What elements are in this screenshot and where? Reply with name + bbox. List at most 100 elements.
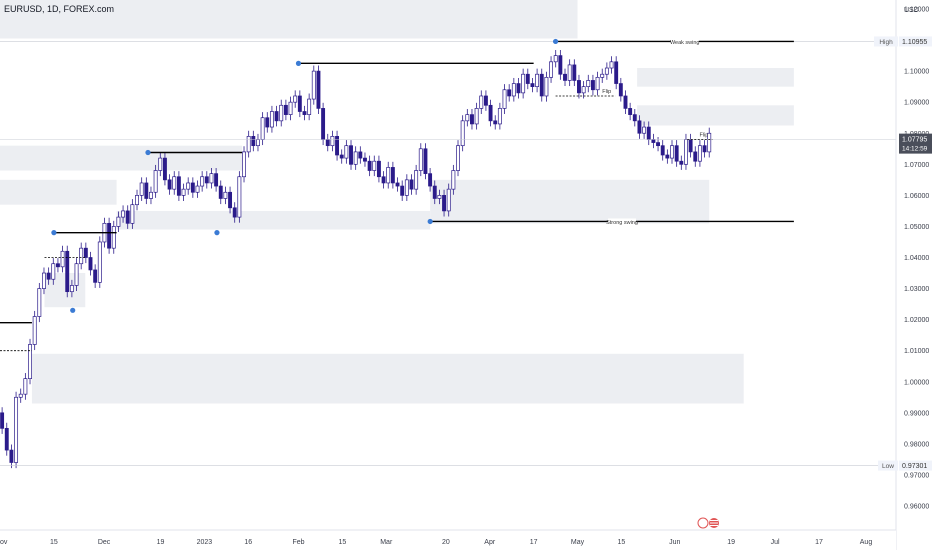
time-tick-label: 19 [727, 539, 735, 546]
candle-body [358, 151, 363, 159]
low-value: 0.97301 [902, 463, 927, 470]
swing-point [552, 38, 559, 45]
candle-body [684, 139, 688, 165]
candle-body [474, 108, 479, 125]
candle-body [316, 70, 321, 109]
candle-body [493, 120, 498, 125]
candle-body [553, 55, 558, 63]
candle-body [395, 182, 400, 187]
time-tick-label: 2023 [197, 539, 213, 546]
candle-body [223, 191, 228, 199]
candle-body [28, 344, 32, 379]
swing-level-label: Weak swing [670, 40, 700, 46]
flag-logo-icon [697, 517, 719, 529]
candle-body [349, 145, 353, 165]
candlestick-series [0, 50, 712, 469]
time-tick-label: Apr [484, 539, 496, 546]
candle-body [660, 145, 665, 156]
candle-body [544, 76, 549, 97]
time-tick-label: 17 [815, 539, 823, 546]
candle-body [372, 160, 377, 171]
candle-body [665, 154, 670, 159]
candle-body [200, 176, 205, 187]
candle-body [14, 396, 19, 463]
high-label-bg [874, 36, 898, 47]
time-tick-label: Dec [98, 539, 111, 546]
candle-body [497, 108, 502, 125]
candle-body [23, 378, 28, 395]
candle-body [539, 73, 544, 97]
price-tick-label: 0.96000 [904, 504, 929, 511]
zone-rect [0, 145, 243, 171]
candle-body [618, 83, 623, 97]
candle-body [9, 449, 14, 463]
price-tick-label: 1.09000 [904, 100, 929, 107]
swing-point [145, 149, 151, 156]
candle-body [242, 151, 246, 178]
zone-rect [0, 179, 117, 205]
candle-body [451, 170, 456, 190]
candle-body [51, 263, 56, 280]
price-tick-label: 1.03000 [904, 286, 929, 293]
price-tick-label: 1.05000 [904, 224, 929, 231]
candle-body [260, 117, 265, 140]
candle-body [274, 111, 279, 122]
time-tick-label: Jul [771, 539, 780, 546]
candle-body [190, 182, 195, 193]
candle-body [186, 182, 191, 190]
candle-body [460, 120, 465, 147]
candle-body [251, 136, 256, 147]
swing-level-label-bg [608, 218, 637, 225]
candle-body [483, 95, 488, 106]
candle-body [488, 104, 493, 122]
candle-body [139, 182, 144, 196]
candle-body [693, 151, 698, 162]
time-tick-label: 15 [50, 539, 58, 546]
candle-body [414, 170, 419, 190]
candle-body [442, 195, 447, 212]
candle-body [42, 272, 46, 289]
price-axis[interactable]: USD 0.96000 0.97000 0.98000 0.99000 1.00000 1.… [874, 0, 932, 550]
price-tick-label: 1.00000 [904, 379, 929, 386]
symbol-title: EURUSD, 1D, FOREX.com [4, 4, 115, 14]
candle-body [688, 139, 693, 153]
zone-rect [116, 210, 431, 230]
candle-body [60, 250, 65, 268]
dashed-level-label: Flip [602, 89, 611, 95]
candle-body [423, 148, 428, 174]
candle-body [456, 145, 460, 171]
candle-body [153, 170, 158, 193]
candle-body [614, 61, 619, 84]
candle-body [18, 393, 23, 398]
candle-body [400, 185, 405, 196]
swing-point [70, 307, 76, 313]
candle-body [65, 250, 70, 293]
candle-body [232, 207, 237, 218]
candle-body [502, 89, 507, 109]
candle-body [642, 126, 647, 134]
candle-body [418, 148, 423, 171]
swing-levels: Weak swing Strong swing Flip Flip [0, 38, 896, 466]
candle-body [465, 114, 470, 122]
swing-point [295, 60, 302, 66]
low-value-bg [899, 460, 932, 471]
candle-body [563, 73, 567, 81]
time-tick-label: Jun [669, 539, 680, 546]
candle-body [279, 104, 284, 122]
candle-body [162, 157, 167, 181]
candle-body [176, 176, 181, 196]
price-axis-bg [896, 0, 932, 550]
high-value-bg [899, 36, 932, 47]
price-tick-label: 1.02000 [904, 317, 929, 324]
candle-body [367, 160, 372, 171]
candle-body [479, 95, 484, 109]
candle-body [130, 204, 135, 224]
candle-body [437, 195, 442, 199]
candle-body [344, 145, 349, 159]
price-tick-label: 1.06000 [904, 193, 929, 200]
time-axis[interactable]: ov 15 Dec 19 2023 16 Feb 15 Mar 20 Apr 17 May 15 Jun 19… [0, 529, 896, 550]
candle-body [525, 73, 530, 84]
current-price-bg [899, 133, 932, 154]
candle-body [604, 67, 609, 75]
